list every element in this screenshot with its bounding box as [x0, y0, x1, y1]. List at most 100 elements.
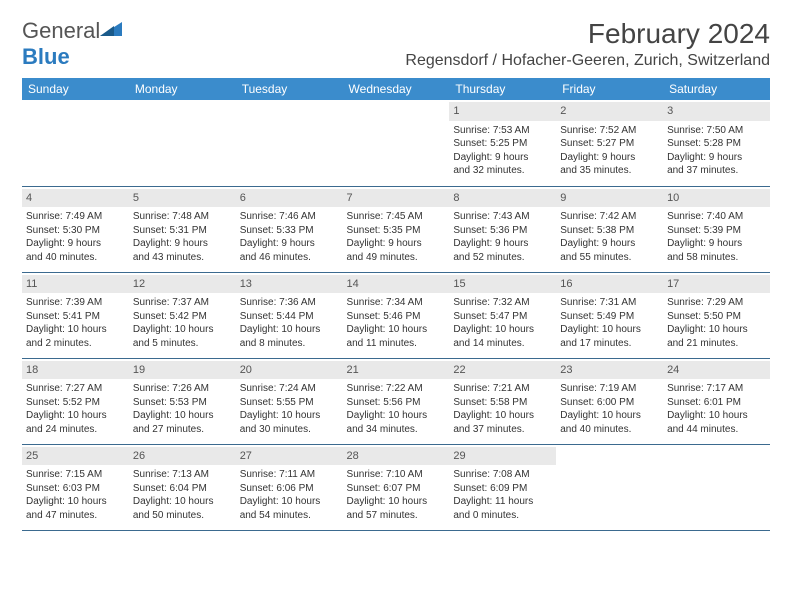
calendar-cell: 14Sunrise: 7:34 AMSunset: 5:46 PMDayligh… — [343, 272, 450, 358]
calendar-row: 1Sunrise: 7:53 AMSunset: 5:25 PMDaylight… — [22, 100, 770, 186]
daylight-line-2: and 46 minutes. — [240, 251, 339, 265]
daylight-line-1: Daylight: 10 hours — [347, 323, 446, 337]
day-info: Sunrise: 7:27 AMSunset: 5:52 PMDaylight:… — [26, 382, 125, 436]
daylight-line-1: Daylight: 10 hours — [347, 409, 446, 423]
daylight-line-1: Daylight: 9 hours — [453, 237, 552, 251]
day-number: 9 — [556, 189, 663, 208]
calendar-cell: 17Sunrise: 7:29 AMSunset: 5:50 PMDayligh… — [663, 272, 770, 358]
day-number: 3 — [663, 102, 770, 121]
sunrise-line: Sunrise: 7:21 AM — [453, 382, 552, 396]
day-info: Sunrise: 7:36 AMSunset: 5:44 PMDaylight:… — [240, 296, 339, 350]
sunset-line: Sunset: 5:36 PM — [453, 224, 552, 238]
daylight-line-1: Daylight: 10 hours — [453, 409, 552, 423]
day-info: Sunrise: 7:43 AMSunset: 5:36 PMDaylight:… — [453, 210, 552, 264]
day-number: 14 — [343, 275, 450, 294]
daylight-line-1: Daylight: 9 hours — [26, 237, 125, 251]
weekday-header: Friday — [556, 78, 663, 100]
sunrise-line: Sunrise: 7:52 AM — [560, 124, 659, 138]
day-number: 29 — [449, 447, 556, 466]
calendar-cell: 29Sunrise: 7:08 AMSunset: 6:09 PMDayligh… — [449, 444, 556, 530]
daylight-line-1: Daylight: 10 hours — [26, 495, 125, 509]
calendar-cell: 18 Sunrise: 7:27 AMSunset: 5:52 PMDayligh… — [22, 358, 129, 444]
day-number: 1 — [449, 102, 556, 121]
daylight-line-1: Daylight: 10 hours — [133, 495, 232, 509]
sunset-line: Sunset: 5:58 PM — [453, 396, 552, 410]
day-number: 8 — [449, 189, 556, 208]
daylight-line-1: Daylight: 10 hours — [667, 323, 766, 337]
sunset-line: Sunset: 5:56 PM — [347, 396, 446, 410]
daylight-line-1: Daylight: 9 hours — [560, 151, 659, 165]
sunrise-line: Sunrise: 7:49 AM — [26, 210, 125, 224]
sunrise-line: Sunrise: 7:36 AM — [240, 296, 339, 310]
calendar-cell: 2Sunrise: 7:52 AMSunset: 5:27 PMDaylight… — [556, 100, 663, 186]
day-number: 21 — [343, 361, 450, 380]
daylight-line-1: Daylight: 10 hours — [240, 495, 339, 509]
calendar-cell: 16Sunrise: 7:31 AMSunset: 5:49 PMDayligh… — [556, 272, 663, 358]
sunrise-line: Sunrise: 7:40 AM — [667, 210, 766, 224]
logo-triangle-icon — [100, 20, 124, 38]
sunset-line: Sunset: 5:42 PM — [133, 310, 232, 324]
sunrise-line: Sunrise: 7:50 AM — [667, 124, 766, 138]
daylight-line-1: Daylight: 10 hours — [667, 409, 766, 423]
day-number: 18 — [22, 361, 129, 380]
sunrise-line: Sunrise: 7:15 AM — [26, 468, 125, 482]
sunset-line: Sunset: 5:31 PM — [133, 224, 232, 238]
calendar-cell-empty — [663, 444, 770, 530]
logo-word-2: Blue — [22, 44, 70, 69]
sunrise-line: Sunrise: 7:31 AM — [560, 296, 659, 310]
calendar-cell-empty — [556, 444, 663, 530]
calendar-table: SundayMondayTuesdayWednesdayThursdayFrid… — [22, 78, 770, 531]
sunrise-line: Sunrise: 7:10 AM — [347, 468, 446, 482]
sunset-line: Sunset: 5:39 PM — [667, 224, 766, 238]
sunrise-line: Sunrise: 7:29 AM — [667, 296, 766, 310]
day-number: 28 — [343, 447, 450, 466]
daylight-line-2: and 57 minutes. — [347, 509, 446, 523]
daylight-line-1: Daylight: 10 hours — [453, 323, 552, 337]
day-info: Sunrise: 7:29 AMSunset: 5:50 PMDaylight:… — [667, 296, 766, 350]
day-info: Sunrise: 7:15 AMSunset: 6:03 PMDaylight:… — [26, 468, 125, 522]
daylight-line-2: and 52 minutes. — [453, 251, 552, 265]
sunset-line: Sunset: 5:38 PM — [560, 224, 659, 238]
location-text: Regensdorf / Hofacher-Geeren, Zurich, Sw… — [405, 52, 770, 70]
sunset-line: Sunset: 5:53 PM — [133, 396, 232, 410]
calendar-cell: 28Sunrise: 7:10 AMSunset: 6:07 PMDayligh… — [343, 444, 450, 530]
day-info: Sunrise: 7:21 AMSunset: 5:58 PMDaylight:… — [453, 382, 552, 436]
day-info: Sunrise: 7:50 AMSunset: 5:28 PMDaylight:… — [667, 124, 766, 178]
day-number: 24 — [663, 361, 770, 380]
weekday-header: Wednesday — [343, 78, 450, 100]
daylight-line-1: Daylight: 9 hours — [667, 237, 766, 251]
day-number: 12 — [129, 275, 236, 294]
calendar-cell-empty — [129, 100, 236, 186]
calendar-cell-empty — [236, 100, 343, 186]
sunrise-line: Sunrise: 7:11 AM — [240, 468, 339, 482]
day-info: Sunrise: 7:48 AMSunset: 5:31 PMDaylight:… — [133, 210, 232, 264]
calendar-cell: 4Sunrise: 7:49 AMSunset: 5:30 PMDaylight… — [22, 186, 129, 272]
sunrise-line: Sunrise: 7:32 AM — [453, 296, 552, 310]
daylight-line-2: and 40 minutes. — [26, 251, 125, 265]
header: General Blue February 2024 Regensdorf / … — [22, 18, 770, 70]
sunset-line: Sunset: 6:07 PM — [347, 482, 446, 496]
calendar-cell: 13Sunrise: 7:36 AMSunset: 5:44 PMDayligh… — [236, 272, 343, 358]
day-number: 11 — [22, 275, 129, 294]
daylight-line-2: and 58 minutes. — [667, 251, 766, 265]
day-number: 10 — [663, 189, 770, 208]
calendar-cell: 15Sunrise: 7:32 AMSunset: 5:47 PMDayligh… — [449, 272, 556, 358]
day-info: Sunrise: 7:52 AMSunset: 5:27 PMDaylight:… — [560, 124, 659, 178]
daylight-line-2: and 49 minutes. — [347, 251, 446, 265]
daylight-line-2: and 5 minutes. — [133, 337, 232, 351]
calendar-cell: 20Sunrise: 7:24 AMSunset: 5:55 PMDayligh… — [236, 358, 343, 444]
daylight-line-1: Daylight: 9 hours — [133, 237, 232, 251]
calendar-cell: 27Sunrise: 7:11 AMSunset: 6:06 PMDayligh… — [236, 444, 343, 530]
calendar-cell: 10 Sunrise: 7:40 AMSunset: 5:39 PMDayligh… — [663, 186, 770, 272]
sunrise-line: Sunrise: 7:08 AM — [453, 468, 552, 482]
daylight-line-1: Daylight: 9 hours — [347, 237, 446, 251]
sunset-line: Sunset: 6:09 PM — [453, 482, 552, 496]
day-info: Sunrise: 7:39 AMSunset: 5:41 PMDaylight:… — [26, 296, 125, 350]
sunset-line: Sunset: 5:35 PM — [347, 224, 446, 238]
daylight-line-2: and 50 minutes. — [133, 509, 232, 523]
daylight-line-2: and 17 minutes. — [560, 337, 659, 351]
daylight-line-1: Daylight: 10 hours — [560, 323, 659, 337]
day-number: 19 — [129, 361, 236, 380]
sunrise-line: Sunrise: 7:34 AM — [347, 296, 446, 310]
daylight-line-1: Daylight: 10 hours — [26, 409, 125, 423]
